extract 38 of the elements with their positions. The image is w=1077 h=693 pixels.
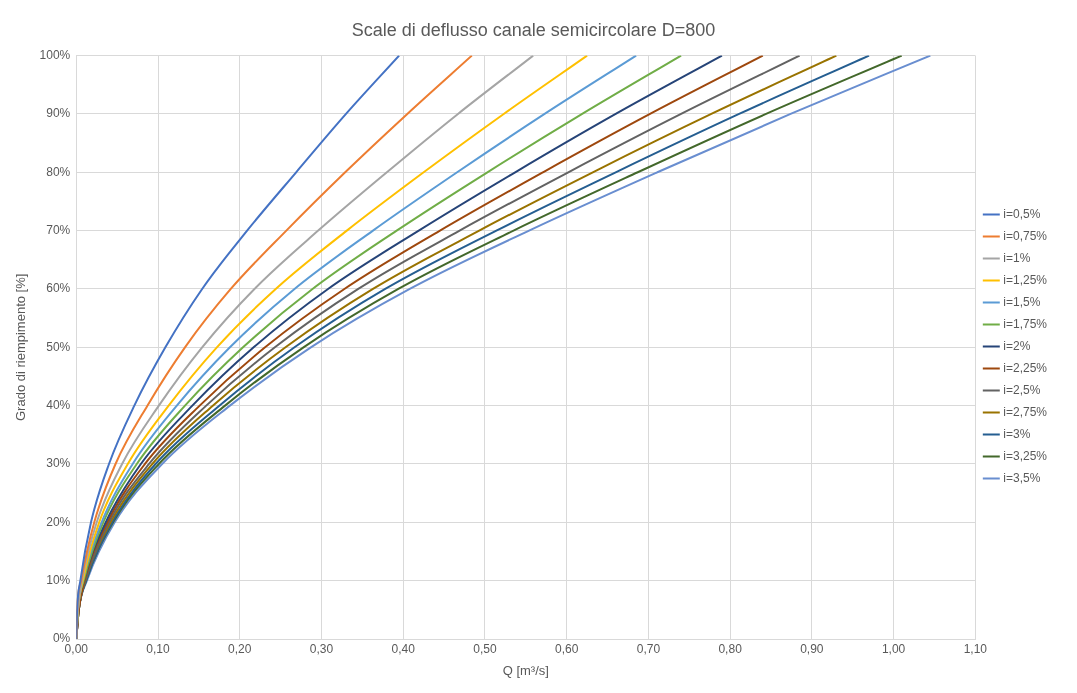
y-tick-label: 80% <box>46 164 71 179</box>
y-tick-label: 70% <box>46 222 71 237</box>
y-tick-label: 60% <box>46 281 71 296</box>
legend-label: i=1% <box>1003 250 1031 265</box>
legend-label: i=1,75% <box>1003 316 1048 331</box>
y-tick-label: 100% <box>39 47 71 62</box>
x-tick-label: 0,60 <box>554 641 579 656</box>
x-tick-label: 0,10 <box>146 641 171 656</box>
legend-label: i=2,25% <box>1003 360 1048 375</box>
legend-label: i=0,75% <box>1003 228 1048 243</box>
y-tick-label: 90% <box>46 106 71 121</box>
chart-title: Scale di deflusso canale semicircolare D=800 <box>351 19 716 40</box>
legend-label: i=2,5% <box>1003 382 1041 397</box>
x-tick-label: 0,80 <box>718 641 743 656</box>
x-tick-label: 0,50 <box>473 641 497 656</box>
x-tick-label: 0,40 <box>391 641 416 656</box>
y-tick-label: 30% <box>46 456 71 471</box>
legend-label: i=3,25% <box>1003 448 1048 463</box>
x-tick-label: 1,00 <box>881 641 906 656</box>
legend-label: i=2,75% <box>1003 404 1048 419</box>
legend-label: i=1,25% <box>1003 272 1048 287</box>
legend-label: i=3,5% <box>1003 470 1041 485</box>
y-tick-label: 20% <box>46 514 71 529</box>
y-axis-title: Grado di riempimento [%] <box>13 273 29 421</box>
y-tick-label: 50% <box>46 339 71 354</box>
legend-label: i=1,5% <box>1003 294 1041 309</box>
x-axis-title: Q [m³/s] <box>502 662 549 678</box>
x-tick-label: 0,30 <box>309 641 334 656</box>
x-tick-label: 0,20 <box>228 641 252 656</box>
x-tick-label: 0,00 <box>64 641 89 656</box>
y-tick-label: 40% <box>46 397 71 412</box>
x-tick-label: 0,70 <box>636 641 661 656</box>
legend-label: i=2% <box>1003 338 1031 353</box>
legend-label: i=3% <box>1003 426 1031 441</box>
y-tick-label: 10% <box>46 572 71 587</box>
x-tick-label: 1,10 <box>963 641 988 656</box>
legend-label: i=0,5% <box>1003 206 1041 221</box>
x-tick-label: 0,90 <box>800 641 824 656</box>
